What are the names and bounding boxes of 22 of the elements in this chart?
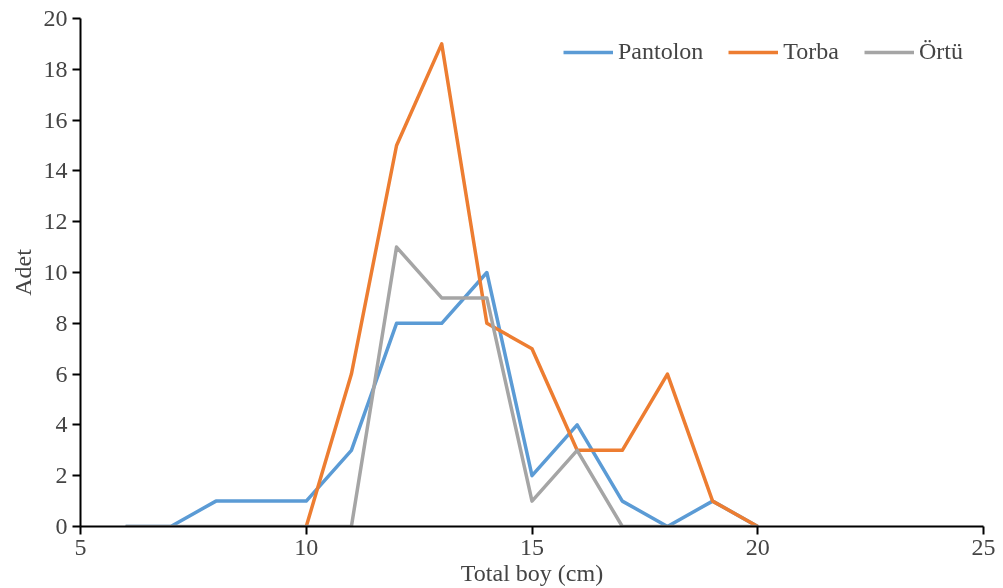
y-tick-label: 14 xyxy=(43,157,68,184)
x-axis-title: Total boy (cm) xyxy=(460,559,604,586)
y-tick-label: 20 xyxy=(43,5,68,31)
y-tick-label: 6 xyxy=(55,360,68,387)
x-tick-label: 20 xyxy=(745,533,770,560)
y-tick-label: 8 xyxy=(55,309,68,336)
x-tick-label: 10 xyxy=(294,533,319,560)
y-tick-label: 10 xyxy=(43,259,68,285)
legend-label: Torba xyxy=(783,38,839,65)
y-tick-label: 0 xyxy=(55,513,68,539)
line-series xyxy=(304,42,760,527)
legend-label: Pantolon xyxy=(618,38,704,65)
x-tick-label: 15 xyxy=(520,533,544,560)
legend-label: Örtü xyxy=(919,38,963,65)
y-axis-title: Adet xyxy=(9,248,36,296)
x-tick-label: 5 xyxy=(74,533,87,560)
y-tick-label: 4 xyxy=(55,411,68,438)
y-tick-label: 16 xyxy=(43,106,68,133)
x-tick-label: 25 xyxy=(971,533,996,560)
y-tick-label: 12 xyxy=(43,208,68,235)
y-tick-label: 18 xyxy=(43,55,68,82)
y-tick-label: 2 xyxy=(55,462,68,489)
